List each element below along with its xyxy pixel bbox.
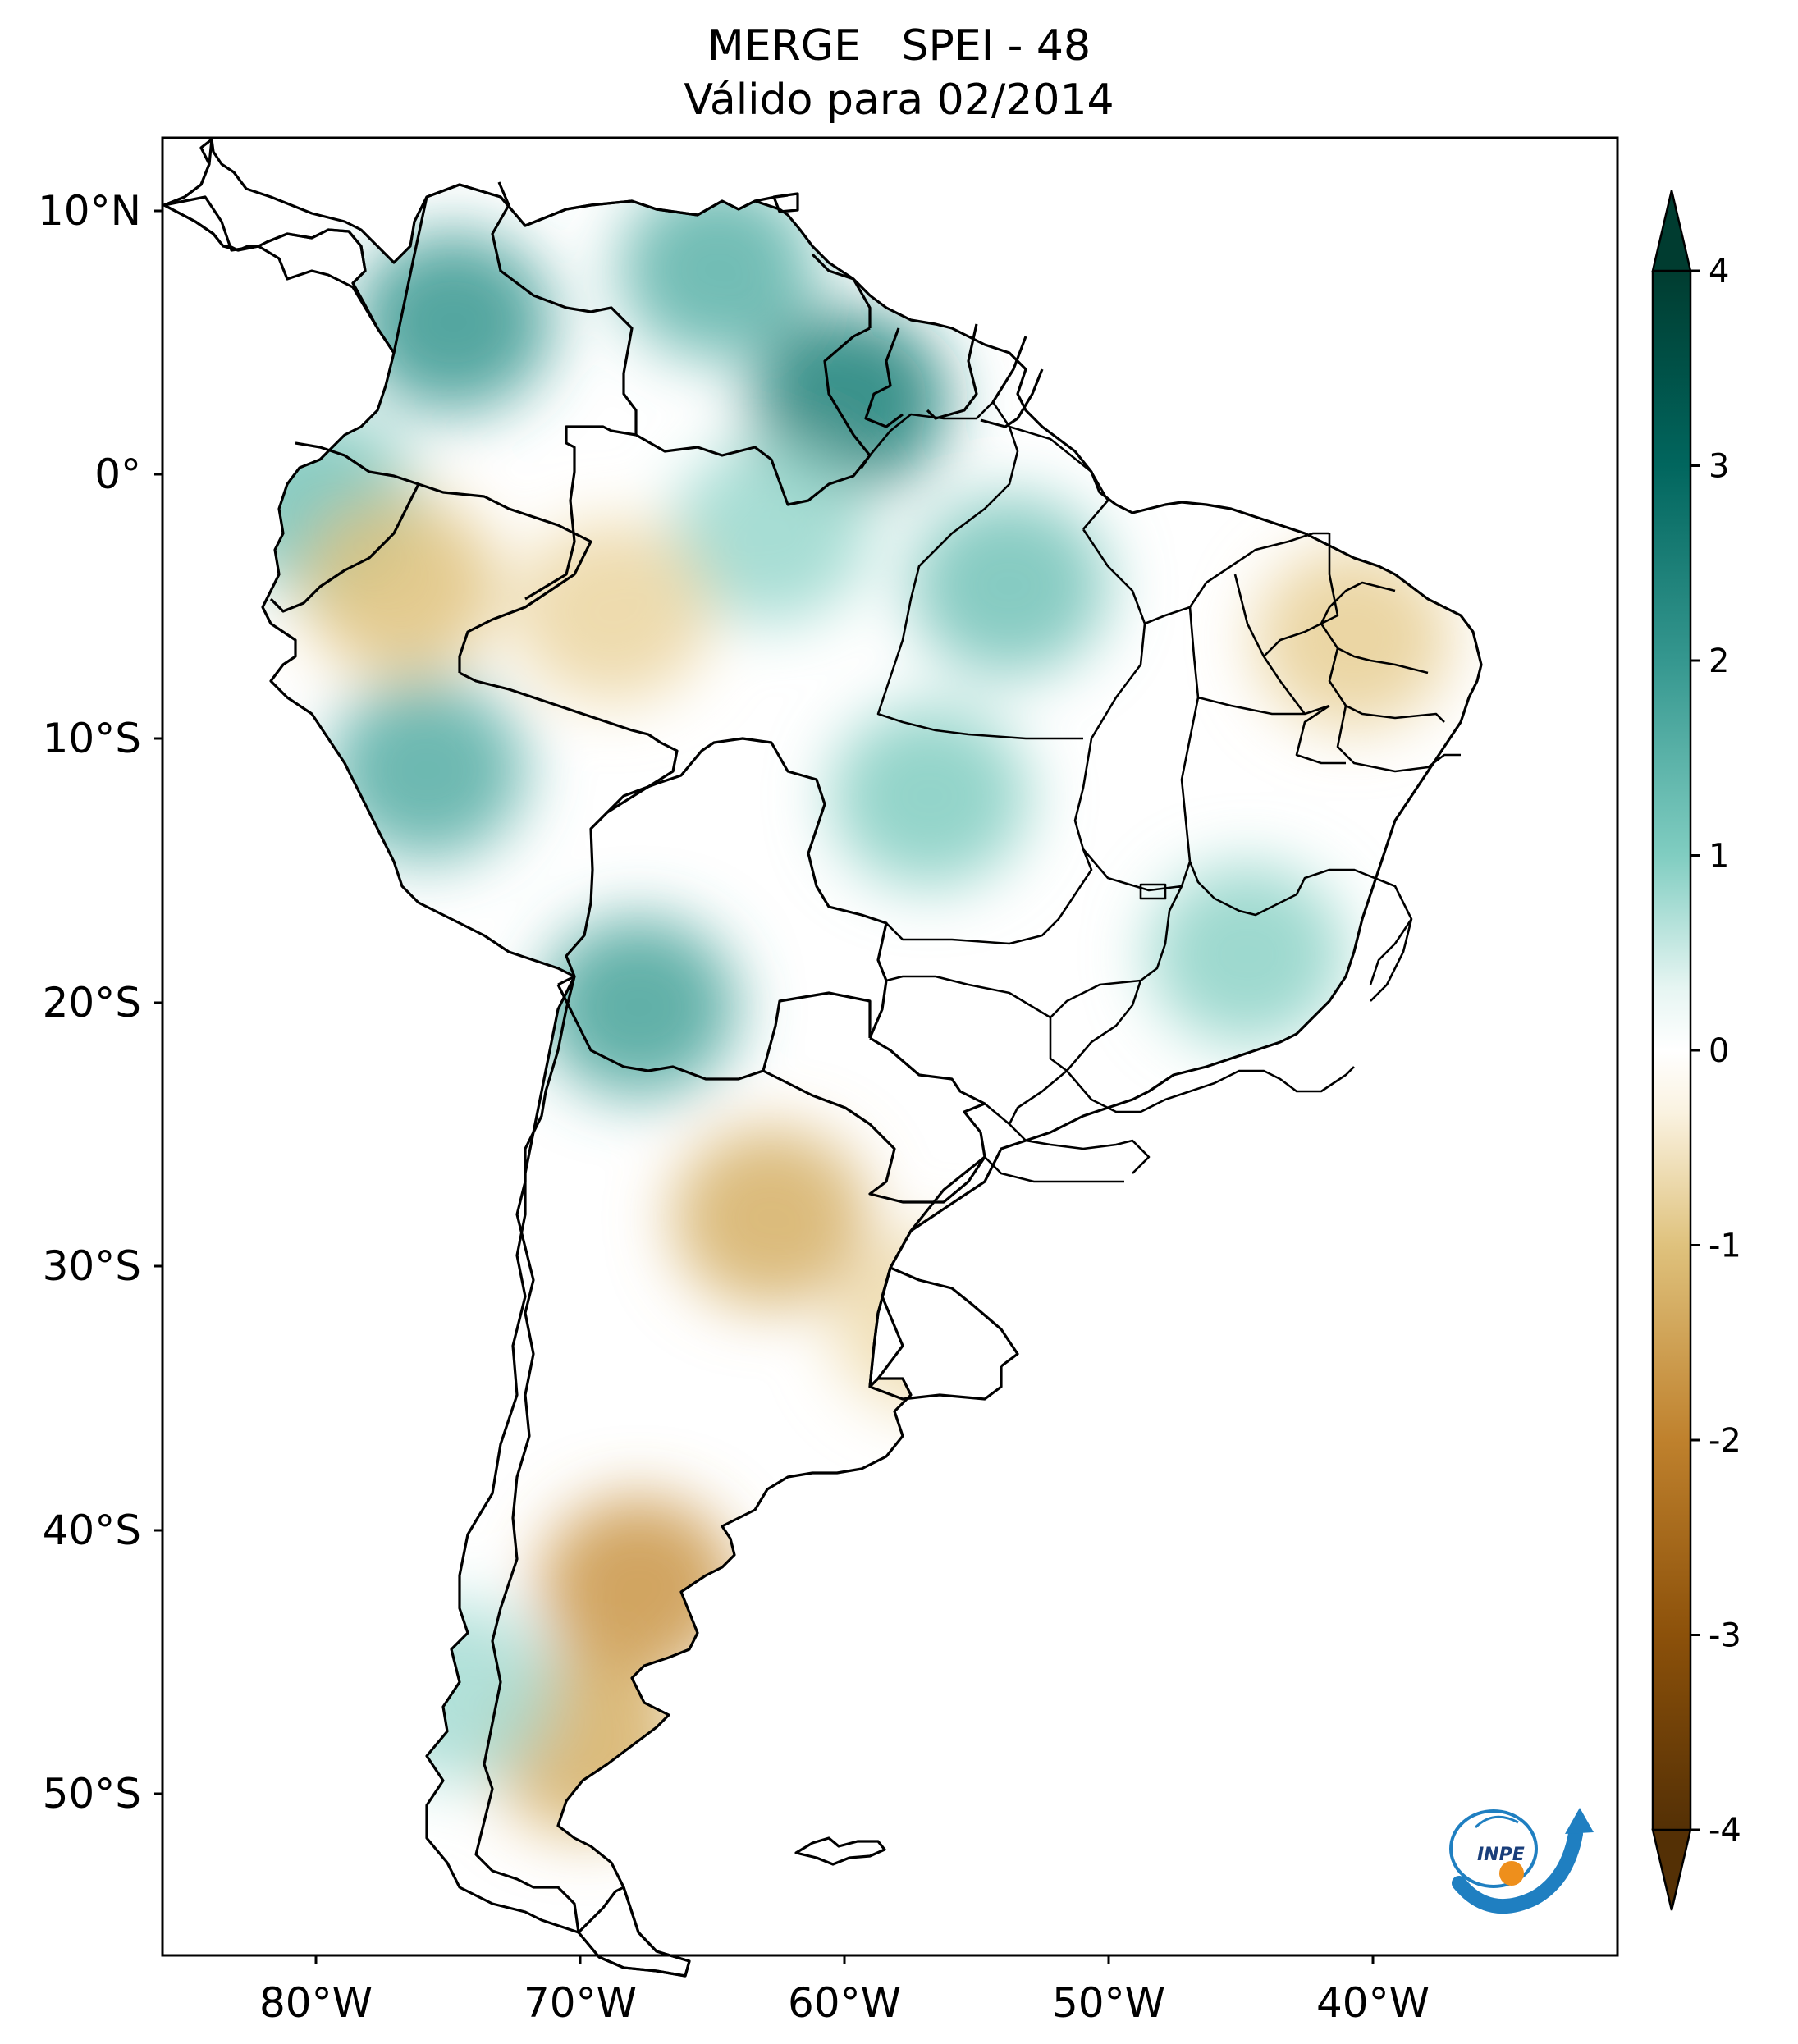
colorbar-tick-label: 0 — [1709, 1032, 1729, 1070]
lon-label-50w: 50°W — [1052, 1979, 1165, 2027]
guiana-brazil-border — [980, 368, 1044, 428]
colorbar-tick-label: -3 — [1709, 1617, 1741, 1655]
political-borders — [269, 181, 1461, 1933]
brazil-state-borders — [860, 400, 1461, 1183]
colorbar-tick-label: 4 — [1709, 253, 1729, 290]
anomaly-region-minas-gerais — [1148, 864, 1346, 1045]
spei-anomaly-field — [164, 139, 1481, 1976]
anomaly-region-uruguay — [830, 1232, 1028, 1414]
anomaly-region-venezuela — [619, 179, 817, 360]
anomaly-region-peru-north — [302, 495, 500, 676]
latitude-axis: 10°N 0° 10°S 20°S 30°S 40°S 50°S — [38, 187, 162, 1818]
ecuador-peru-border — [269, 483, 420, 613]
falkland-islands — [794, 1836, 886, 1866]
chile-argentina-border — [474, 976, 580, 1933]
lat-label-0: 0° — [94, 450, 141, 498]
anomaly-region-mato-grosso — [830, 706, 1028, 887]
panama-colombia-link — [266, 228, 367, 306]
country-borders — [162, 138, 1483, 1978]
anomaly-region-amazonas — [672, 442, 870, 624]
colorbar-tick-label: -2 — [1709, 1422, 1741, 1460]
lat-label-10s: 10°S — [43, 715, 141, 762]
venezuela-coast — [392, 183, 789, 354]
anomaly-region-amazonas-south — [514, 521, 711, 702]
colorbar-tick-label: 3 — [1709, 448, 1729, 486]
lon-label-40w: 40°W — [1316, 1979, 1430, 2027]
peru-bolivia-border — [557, 811, 609, 986]
map-frame — [161, 136, 1619, 1957]
colombia-ecuador-peru-border — [295, 441, 592, 673]
colorbar-tick-label: 1 — [1709, 838, 1729, 876]
central-america — [163, 138, 258, 252]
longitude-axis: 80°W 70°W 60°W 50°W 40°W — [259, 1955, 1430, 2027]
bolivia-paraguay-argentina-border — [556, 984, 872, 1081]
lat-label-30s: 30°S — [43, 1242, 141, 1290]
colorbar-gradient — [1653, 271, 1690, 1830]
inpe-logo: INPE — [1449, 1808, 1594, 1914]
lat-label-20s: 20°S — [43, 979, 141, 1027]
inpe-logo-text: INPE — [1477, 1845, 1525, 1865]
colorbar-extend-bottom — [1651, 1828, 1692, 1911]
lat-label-10n: 10°N — [38, 187, 141, 235]
colorbar-tick-label: -4 — [1709, 1812, 1741, 1850]
continent-coastline — [162, 138, 1483, 1978]
anomaly-region-peru-central — [328, 679, 526, 861]
colorbar-tick-label: 2 — [1709, 642, 1729, 680]
map-subtitle: Válido para 02/2014 — [684, 75, 1114, 125]
venezuela-guyana-border — [811, 253, 872, 328]
anomaly-region-bolivia-west — [540, 917, 738, 1098]
colorbar-tick-label: -1 — [1709, 1228, 1741, 1265]
colorbar: 4 3 2 1 0 -1 -2 -3 -4 — [1651, 190, 1741, 1911]
lat-label-40s: 40°S — [43, 1507, 141, 1554]
anomaly-region-colombia-north — [355, 231, 552, 413]
anomaly-region-patagonia — [540, 1496, 738, 1677]
anomaly-region-northeast-brazil — [1254, 547, 1452, 729]
guyana-suriname-border — [864, 327, 904, 428]
peru-brazil-border — [459, 671, 679, 814]
colorbar-extend-top — [1651, 190, 1692, 272]
uruguay-outline — [868, 1267, 1003, 1401]
anomaly-region-argentina-north — [672, 1127, 870, 1309]
colombia-venezuela-border — [491, 181, 638, 435]
trinidad — [772, 192, 799, 213]
lon-label-70w: 70°W — [524, 1979, 637, 2027]
df-federal-district — [1139, 883, 1167, 900]
lat-label-50s: 50°S — [43, 1770, 141, 1818]
caribbean-coast — [163, 195, 396, 354]
lon-label-60w: 60°W — [788, 1979, 901, 2027]
paraguay-border — [762, 1036, 986, 1204]
venezuela-brazil-border — [635, 327, 872, 506]
anomaly-region-para — [910, 495, 1108, 676]
anomaly-region-guyana — [752, 311, 949, 492]
lon-label-80w: 80°W — [259, 1979, 373, 2027]
bolivia-brazil-border — [606, 737, 888, 1039]
colombia-brazil-border — [524, 425, 637, 601]
map-title: MERGE SPEI - 48 — [707, 21, 1091, 71]
